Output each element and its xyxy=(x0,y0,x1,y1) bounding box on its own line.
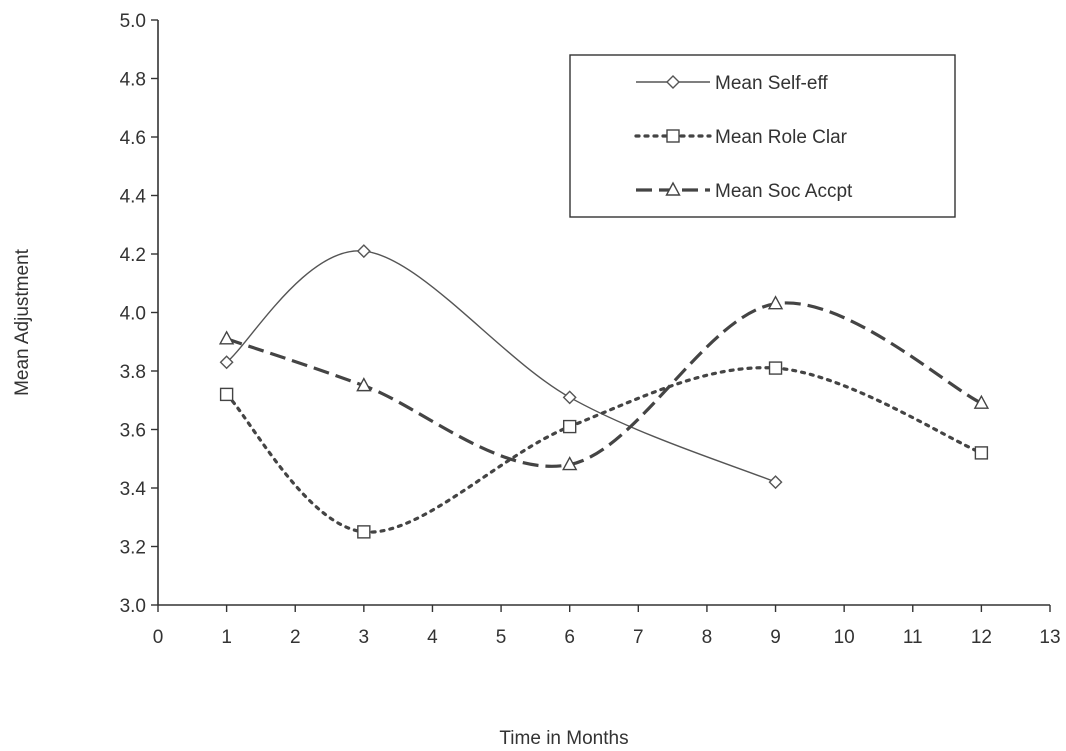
series-line xyxy=(226,301,983,468)
legend-swatch-marker xyxy=(665,181,681,196)
data-point xyxy=(974,446,989,460)
axes xyxy=(151,19,1051,612)
y-tick-label: 4.2 xyxy=(120,245,146,266)
legend-label: Mean Role Clar xyxy=(715,127,848,148)
y-tick-label: 4.4 xyxy=(120,187,147,208)
data-point xyxy=(218,330,235,345)
data-point xyxy=(768,361,783,375)
y-tick-label: 3.6 xyxy=(120,421,146,442)
legend-items: Mean Self-eff Mean Role Clar Mean Soc Accp… xyxy=(634,73,853,202)
x-tick-label: 6 xyxy=(564,627,575,648)
y-tick-label: 4.6 xyxy=(120,128,146,149)
y-axis-title: Mean Adjustment xyxy=(12,248,33,396)
legend: Mean Self-eff Mean Role Clar Mean Soc Accp… xyxy=(569,54,956,218)
x-axis-title: Time in Months xyxy=(499,728,628,749)
data-point xyxy=(562,456,578,471)
legend-swatch-marker xyxy=(666,129,680,143)
y-tick-label: 3.2 xyxy=(120,538,146,559)
x-tick-label: 12 xyxy=(971,627,992,648)
y-tick-label: 3.4 xyxy=(120,479,147,500)
x-tick-label: 7 xyxy=(633,627,644,648)
y-tick-label: 4.0 xyxy=(120,304,146,325)
y-tick-label: 3.0 xyxy=(120,596,146,617)
data-point xyxy=(768,475,783,490)
x-tick-label: 5 xyxy=(496,627,507,648)
legend-item: Mean Soc Accpt xyxy=(636,181,853,202)
data-point xyxy=(973,394,990,409)
series-layer xyxy=(218,244,990,539)
y-tick-label: 3.8 xyxy=(120,362,146,383)
legend-item: Mean Role Clar xyxy=(634,127,848,148)
series-line xyxy=(226,250,776,483)
legend-box xyxy=(569,54,956,218)
legend-swatch-marker xyxy=(666,75,680,89)
data-point xyxy=(356,377,372,392)
x-tick-label: 13 xyxy=(1039,627,1060,648)
series-2 xyxy=(219,361,989,539)
data-point xyxy=(357,525,371,539)
data-point xyxy=(562,419,577,434)
x-tick-label: 4 xyxy=(427,627,438,648)
x-tick-label: 11 xyxy=(903,627,923,648)
x-tick-label: 0 xyxy=(153,627,164,648)
tick-labels: 3.03.23.43.63.84.04.24.44.64.85.00 1 2 3 4 5 6… xyxy=(120,11,1061,648)
x-tick-label: 2 xyxy=(290,627,301,648)
data-point xyxy=(219,387,234,402)
legend-label: Mean Soc Accpt xyxy=(715,181,853,202)
series-3 xyxy=(218,295,990,471)
legend-item: Mean Self-eff xyxy=(636,73,828,94)
data-point xyxy=(562,390,577,405)
data-point xyxy=(356,244,371,259)
x-tick-label: 10 xyxy=(834,627,855,648)
x-tick-label: 3 xyxy=(359,627,370,648)
y-tick-label: 5.0 xyxy=(120,11,146,32)
y-tick-label: 4.8 xyxy=(120,70,146,91)
x-tick-label: 1 xyxy=(221,627,232,648)
data-point xyxy=(767,295,784,310)
x-tick-label: 9 xyxy=(770,627,781,648)
x-tick-label: 8 xyxy=(702,627,713,648)
series-1 xyxy=(219,244,783,490)
data-point xyxy=(219,355,234,370)
legend-label: Mean Self-eff xyxy=(715,73,828,94)
